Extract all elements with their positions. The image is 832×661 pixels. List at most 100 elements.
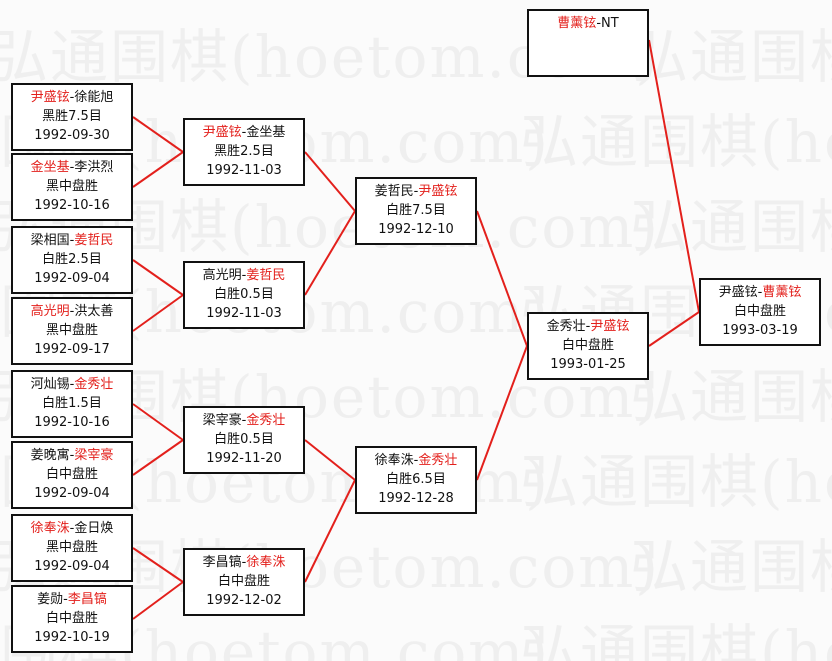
winner-name: 金秀壮	[246, 413, 286, 428]
separator: -	[69, 304, 75, 319]
match-players: 尹盛铉-曹薰铉	[701, 283, 819, 302]
match-players: 高光明-姜哲民	[185, 266, 303, 285]
match-result: 白胜2.5目	[42, 252, 102, 267]
player-name: 徐奉洙	[374, 453, 414, 468]
match-date: 1992-09-04	[34, 559, 110, 574]
connector-line	[476, 345, 528, 481]
player-name: 李昌镐	[202, 555, 242, 570]
match-date: 1992-10-19	[34, 630, 110, 645]
winner-name: 梁宰豪	[74, 448, 114, 463]
winner-name: 尹盛铉	[418, 184, 458, 199]
winner-name: 金坐基	[30, 160, 70, 175]
match-box: 曹薰铉-NT	[527, 9, 649, 77]
match-players: 金秀壮-尹盛铉	[529, 317, 647, 336]
separator: -	[69, 448, 75, 463]
match-date: 1992-10-16	[34, 198, 110, 213]
winner-name: 高光明	[30, 304, 70, 319]
match-date: 1993-03-19	[722, 323, 798, 338]
match-box: 河灿锡-金秀壮 白胜1.5目 1992-10-16	[11, 370, 133, 438]
match-box: 姜勋-李昌镐 白中盘胜 1992-10-19	[11, 585, 133, 653]
winner-name: 曹薰铉	[557, 16, 597, 31]
match-box: 金秀壮-尹盛铉白中盘胜 1993-01-25	[527, 312, 649, 380]
match-result: 黑胜7.5目	[42, 109, 102, 124]
player-name: 姜晚寓	[30, 448, 70, 463]
match-result: 白中盘胜	[217, 574, 270, 589]
player-name: 梁相国	[30, 233, 70, 248]
connector-line	[132, 439, 184, 476]
match-box: 金坐基-李洪烈 黑中盘胜 1992-10-16	[11, 153, 133, 221]
match-box: 姜哲民-尹盛铉 白胜7.5目 1992-12-10	[355, 177, 477, 245]
winner-name: 金秀壮	[418, 453, 458, 468]
match-players: 梁宰豪-金秀壮	[185, 411, 303, 430]
connector-line	[648, 39, 700, 313]
match-players: 尹盛铉-金坐基	[185, 123, 303, 142]
player-name: NT	[601, 16, 619, 31]
connector-line	[132, 151, 184, 188]
connector-line	[304, 439, 356, 481]
match-box: 徐奉洙-金日焕黑中盘胜 1992-09-04	[11, 514, 133, 582]
separator: -	[241, 125, 247, 140]
match-players: 姜晚寓-梁宰豪	[13, 446, 131, 465]
separator: -	[596, 16, 602, 31]
winner-name: 姜哲民	[74, 233, 114, 248]
match-players: 梁相国-姜哲民	[13, 231, 131, 250]
match-players: 金坐基-李洪烈	[13, 158, 131, 177]
match-date: 1993-01-25	[550, 357, 626, 372]
match-box: 姜晚寓-梁宰豪白中盘胜 1992-09-04	[11, 441, 133, 509]
match-players: 姜哲民-尹盛铉	[357, 182, 475, 201]
match-result: 白中盘胜	[733, 304, 786, 319]
separator: -	[585, 319, 591, 334]
match-box: 高光明-洪太善 黑中盘胜 1992-09-17	[11, 297, 133, 365]
player-name: 高光明	[202, 268, 242, 283]
winner-name: 徐奉洙	[30, 521, 70, 536]
separator: -	[241, 555, 247, 570]
connector-line	[304, 151, 356, 212]
separator: -	[413, 184, 419, 199]
player-name: 洪太善	[74, 304, 114, 319]
match-result: 黑中盘胜	[45, 540, 98, 555]
connector-line	[132, 259, 184, 296]
separator: -	[69, 160, 75, 175]
connector-line	[132, 547, 184, 583]
match-players: 高光明-洪太善	[13, 302, 131, 321]
match-result: 白胜0.5目	[214, 432, 274, 447]
match-box: 尹盛铉-金坐基 黑胜2.5目 1992-11-03	[183, 118, 305, 186]
player-name: 梁宰豪	[202, 413, 242, 428]
match-result: 黑中盘胜	[45, 323, 98, 338]
match-box: 徐奉洙-金秀壮 白胜6.5目 1992-12-28	[355, 446, 477, 514]
match-date: 1992-11-03	[206, 306, 282, 321]
match-players: 曹薰铉-NT	[529, 14, 647, 33]
match-date: 1992-12-28	[378, 491, 454, 506]
player-name: 金秀壮	[546, 319, 586, 334]
match-players: 徐奉洙-金日焕	[13, 519, 131, 538]
connector-line	[304, 479, 356, 583]
player-name: 河灿锡	[30, 377, 70, 392]
player-name: 金日焕	[74, 521, 114, 536]
separator: -	[241, 413, 247, 428]
separator: -	[413, 453, 419, 468]
winner-name: 姜哲民	[246, 268, 286, 283]
match-box: 梁宰豪-金秀壮 白胜0.5目 1992-11-20	[183, 406, 305, 474]
separator: -	[757, 285, 763, 300]
separator: -	[241, 268, 247, 283]
separator: -	[69, 521, 75, 536]
match-players: 李昌镐-徐奉洙	[185, 553, 303, 572]
separator: -	[69, 90, 75, 105]
separator: -	[69, 233, 75, 248]
connector-line	[476, 210, 528, 347]
match-box: 梁相国-姜哲民 白胜2.5目 1992-09-04	[11, 226, 133, 294]
match-date: 1992-11-03	[206, 163, 282, 178]
match-result: 白胜1.5目	[42, 396, 102, 411]
player-name: 金坐基	[246, 125, 286, 140]
match-box: 高光明-姜哲民 白胜0.5目 1992-11-03	[183, 261, 305, 329]
connector-line	[648, 311, 700, 347]
match-date: 1992-09-04	[34, 486, 110, 501]
match-result: 白中盘胜	[561, 338, 614, 353]
winner-name: 尹盛铉	[590, 319, 630, 334]
match-players: 徐奉洙-金秀壮	[357, 451, 475, 470]
winner-name: 徐奉洙	[246, 555, 286, 570]
winner-name: 李昌镐	[67, 592, 107, 607]
winner-name: 尹盛铉	[30, 90, 70, 105]
match-result: 白中盘胜	[45, 467, 98, 482]
match-players: 河灿锡-金秀壮	[13, 375, 131, 394]
